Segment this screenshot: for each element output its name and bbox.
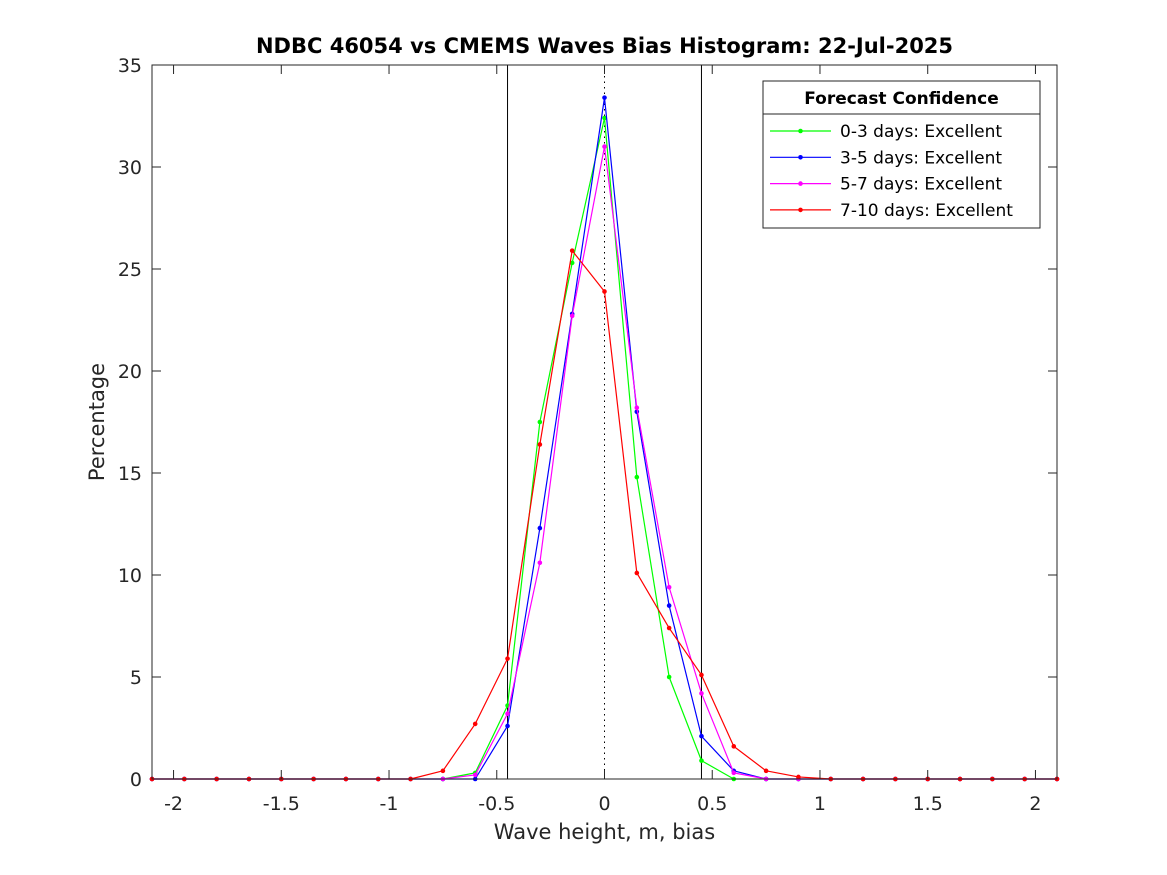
data-point	[537, 419, 543, 425]
legend-item: 7-10 days: Excellent	[770, 201, 1013, 221]
x-tick-label: -1	[380, 793, 399, 815]
y-tick-label: 10	[118, 565, 142, 587]
data-point	[699, 691, 704, 696]
legend-item: 0-3 days: Excellent	[770, 122, 1002, 142]
tick-marks	[152, 64, 1057, 780]
data-point	[569, 260, 575, 266]
data-point	[569, 248, 575, 253]
data-point	[634, 474, 640, 480]
data-point	[537, 560, 543, 566]
x-tick-label: 2	[1029, 793, 1041, 815]
y-tick-label: 0	[130, 769, 142, 791]
x-tick-label: 0.5	[697, 793, 727, 815]
data-point	[602, 144, 607, 149]
data-point	[763, 768, 769, 774]
data-point	[602, 289, 607, 294]
legend-item: 5-7 days: Excellent	[770, 175, 1002, 195]
data-point	[440, 768, 446, 774]
data-point	[505, 656, 510, 661]
y-axis-label: Percentage	[85, 363, 109, 481]
data-point	[505, 711, 510, 717]
data-point	[666, 584, 672, 590]
x-tick-label: -0.5	[478, 793, 515, 815]
x-tick-label: 1	[814, 793, 826, 815]
data-point	[731, 770, 737, 776]
y-tick-label: 35	[118, 55, 142, 77]
data-point	[602, 95, 607, 100]
data-point	[537, 525, 543, 531]
data-point	[537, 442, 543, 447]
data-point	[796, 774, 801, 780]
legend-label: 3-5 days: Excellent	[840, 148, 1002, 168]
x-tick-labels: -2 -1.5 -1 -0.5 0 0.5 1 1.5 2	[164, 793, 1041, 815]
data-point	[634, 405, 640, 411]
data-point	[472, 721, 478, 727]
legend-items: 0-3 days: Excellent 3-5 days: Excellent 5-…	[770, 122, 1013, 221]
y-tick-labels: 0 5 10 15 20 25 30 35	[118, 55, 142, 791]
legend-swatch-marker	[798, 128, 803, 134]
y-tick-label: 15	[118, 463, 142, 485]
legend-label: 0-3 days: Excellent	[840, 122, 1002, 142]
data-point	[699, 672, 704, 678]
data-point	[569, 313, 575, 319]
data-point	[666, 603, 672, 608]
x-tick-label: -1.5	[263, 793, 300, 815]
x-tick-label: 1.5	[913, 793, 943, 815]
legend-box	[762, 80, 1041, 229]
x-tick-label: -2	[164, 793, 183, 815]
legend-label: 5-7 days: Excellent	[840, 175, 1002, 195]
chart-title: NDBC 46054 vs CMEMS Waves Bias Histogram…	[256, 34, 953, 58]
y-tick-label: 5	[130, 667, 142, 689]
y-tick-label: 20	[118, 361, 142, 383]
x-axis-label: Wave height, m, bias	[494, 820, 715, 844]
data-point	[699, 733, 704, 739]
legend-item: 3-5 days: Excellent	[770, 148, 1002, 168]
legend: Forecast Confidence 0-3 days: Excellent 3…	[762, 80, 1041, 229]
data-point	[666, 625, 672, 631]
data-point	[505, 723, 510, 729]
legend-swatch-marker	[798, 207, 803, 213]
legend-swatch-marker	[798, 181, 803, 186]
legend-label: 7-10 days: Excellent	[840, 201, 1013, 221]
legend-swatch-marker	[798, 155, 803, 160]
data-point	[699, 758, 704, 763]
data-point	[731, 744, 737, 749]
data-point	[472, 772, 478, 778]
x-tick-label: 0	[598, 793, 610, 815]
legend-title: Forecast Confidence	[804, 89, 999, 109]
y-tick-label: 25	[118, 259, 142, 281]
data-point	[602, 115, 607, 121]
data-point	[666, 674, 672, 680]
y-tick-label: 30	[118, 157, 142, 179]
data-point	[634, 570, 640, 576]
